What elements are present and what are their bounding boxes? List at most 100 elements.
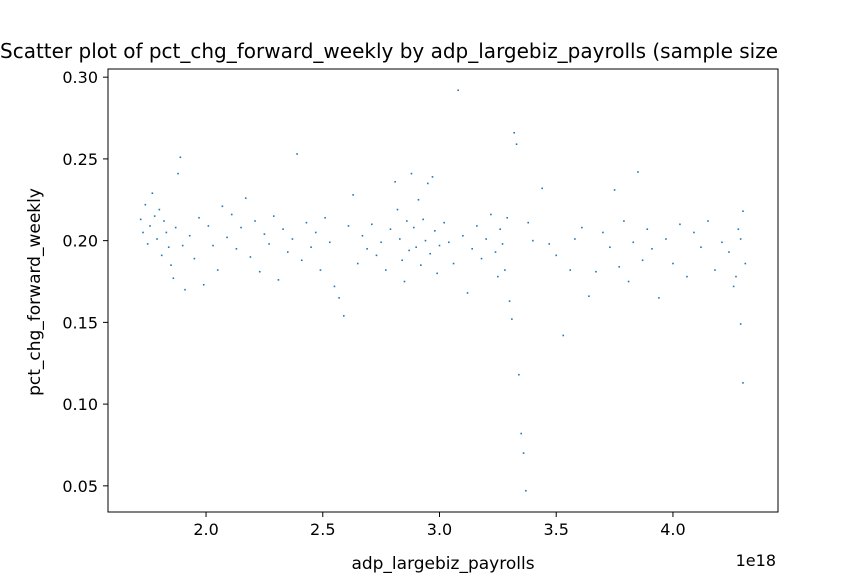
data-point (735, 275, 737, 278)
data-point (508, 300, 511, 302)
data-point (389, 228, 392, 230)
data-point (413, 226, 415, 229)
data-point (595, 270, 597, 273)
data-point (207, 225, 210, 227)
data-point (422, 218, 424, 221)
data-point (700, 246, 702, 248)
data-point (742, 382, 744, 384)
data-point (471, 248, 473, 250)
data-point (310, 246, 312, 248)
data-point (693, 231, 695, 234)
data-point (254, 220, 256, 222)
data-point (424, 239, 427, 242)
data-point (501, 243, 504, 245)
data-point (448, 241, 450, 244)
data-point (499, 228, 501, 230)
data-point (328, 241, 331, 244)
data-point (333, 285, 336, 288)
data-point (602, 231, 604, 234)
plot-area: 2.0 2.5 3.0 3.5 4.0 0.05 0.10 0.15 0.20 0.25 0.30 (62, 68, 779, 539)
data-point (532, 239, 534, 242)
data-point (144, 203, 147, 206)
y-tick-label: 0.30 (62, 68, 98, 87)
data-point (574, 238, 576, 240)
data-point (522, 452, 525, 454)
x-tick-label: 3.0 (427, 520, 452, 539)
data-point (146, 243, 149, 245)
data-point (707, 220, 709, 222)
data-point (305, 221, 308, 224)
data-point (513, 131, 515, 134)
data-point (366, 248, 368, 250)
data-point (732, 285, 735, 288)
data-point (581, 226, 583, 229)
data-point (714, 269, 716, 271)
data-point (462, 234, 464, 237)
points-layer (139, 89, 747, 492)
data-point (240, 226, 242, 229)
data-point (314, 231, 317, 234)
data-point (742, 210, 744, 213)
data-point (490, 213, 492, 216)
data-point (504, 269, 506, 271)
data-point (356, 262, 359, 265)
data-point (179, 156, 182, 159)
data-point (434, 230, 436, 232)
data-point (744, 262, 747, 265)
chart-title: Scatter plot of pct_chg_forward_weekly b… (0, 39, 778, 63)
data-point (174, 226, 177, 229)
data-point (569, 269, 572, 271)
data-point (188, 234, 191, 237)
data-point (436, 272, 438, 275)
data-point (184, 288, 186, 291)
data-point (494, 251, 497, 253)
data-point (163, 220, 165, 222)
data-point (244, 197, 247, 199)
data-point (142, 231, 144, 234)
data-point (623, 220, 625, 222)
data-point (429, 252, 431, 255)
data-point (548, 243, 551, 245)
data-point (739, 323, 742, 325)
data-point (177, 172, 179, 175)
data-point (686, 275, 688, 278)
data-point (202, 283, 205, 286)
data-point (268, 243, 270, 245)
data-point (506, 216, 508, 219)
x-axis-ticks: 2.0 2.5 3.0 3.5 4.0 (193, 512, 686, 539)
y-tick-label: 0.15 (62, 313, 98, 332)
data-point (249, 256, 252, 258)
data-point (158, 208, 161, 211)
data-point (637, 171, 639, 173)
data-point (385, 269, 387, 271)
data-point (443, 221, 445, 224)
data-point (371, 223, 373, 226)
data-point (212, 244, 214, 247)
data-point (679, 223, 681, 226)
data-point (415, 246, 417, 248)
data-point (263, 233, 266, 235)
data-point (427, 182, 429, 185)
data-point (658, 297, 660, 299)
data-point (347, 225, 350, 227)
data-point (431, 176, 434, 178)
data-point (361, 234, 364, 237)
data-point (672, 262, 674, 265)
data-point (170, 264, 172, 266)
data-point (476, 225, 478, 227)
data-point (319, 269, 322, 271)
data-point (511, 318, 513, 320)
axes-frame (107, 68, 779, 513)
data-point (235, 248, 238, 250)
data-point (338, 297, 340, 299)
data-point (497, 275, 499, 278)
data-point (198, 216, 200, 219)
data-point (651, 248, 653, 250)
data-point (282, 228, 284, 230)
data-point (272, 215, 275, 217)
data-point (396, 208, 399, 211)
data-point (721, 241, 723, 244)
data-point (555, 254, 558, 257)
data-point (609, 246, 611, 248)
